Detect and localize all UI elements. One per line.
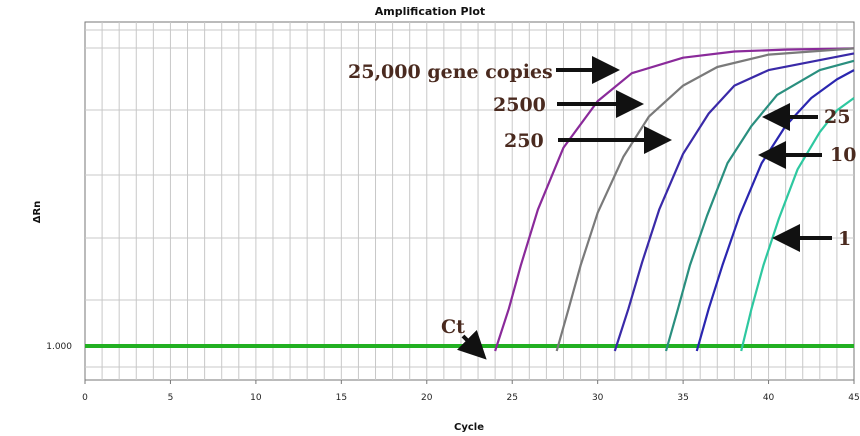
x-tick-label: 45 [848, 393, 859, 403]
series-group [494, 47, 855, 352]
annotation-arrows [456, 56, 832, 360]
x-axis-label: Cycle [454, 422, 484, 433]
grid-lines [85, 22, 854, 380]
x-tick-label: 30 [592, 393, 604, 403]
chart-title: Amplification Plot [375, 5, 485, 18]
x-tick-label: 35 [677, 393, 688, 403]
x-tick-label: 15 [336, 393, 347, 403]
x-tick-labels: 0 5 10 15 20 25 30 35 40 45 [82, 380, 860, 403]
annotation-10: 10 [830, 144, 856, 166]
x-tick-label: 0 [82, 393, 88, 403]
x-tick-label: 5 [168, 393, 174, 403]
x-tick-label: 25 [506, 393, 517, 403]
y-tick-label: 1.000 [46, 342, 72, 352]
plot-area [84, 21, 855, 381]
annotation-ct: Ct [441, 316, 465, 338]
series-line-4 [664, 59, 855, 352]
y-tick-labels: 1.000 [46, 342, 72, 352]
annotation-25: 25 [824, 106, 850, 128]
series-line-2 [555, 47, 855, 352]
series-line-3 [613, 52, 855, 352]
x-tick-label: 10 [250, 393, 262, 403]
arrow-ct [456, 329, 487, 360]
series-line-6 [740, 97, 855, 352]
annotation-2500: 2500 [493, 94, 546, 116]
y-axis-label: ΔRn [32, 201, 43, 224]
x-tick-label: 20 [421, 393, 433, 403]
x-tick-label: 40 [763, 393, 775, 403]
annotation-25000: 25,000 gene copies [348, 61, 553, 83]
series-line-1 [494, 47, 855, 352]
annotation-1: 1 [838, 228, 851, 250]
annotation-250: 250 [504, 130, 544, 152]
